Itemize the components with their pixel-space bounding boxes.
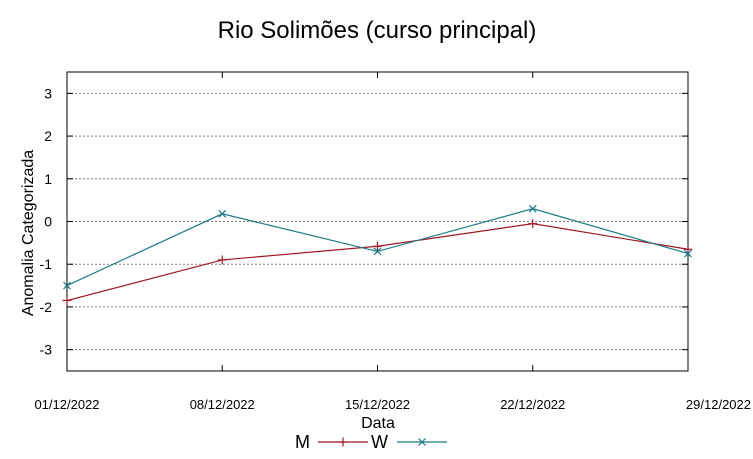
series-line — [66, 223, 689, 302]
cross-marker — [63, 281, 71, 290]
series-w — [63, 204, 692, 290]
y-tick-label: 2 — [44, 128, 52, 144]
series-m — [62, 219, 693, 306]
y-tick-label: -2 — [40, 299, 53, 315]
y-tick-label: -1 — [40, 256, 53, 272]
plus-marker — [683, 244, 693, 254]
x-tick-label: 15/12/2022 — [345, 397, 410, 412]
x-tick-label: 08/12/2022 — [190, 397, 255, 412]
grid-lines — [67, 92, 688, 351]
cross-marker — [684, 249, 692, 258]
cross-marker — [418, 438, 426, 446]
plus-marker — [338, 437, 348, 447]
y-tick-label: 0 — [44, 214, 52, 230]
legend-item: M — [295, 432, 368, 452]
chart-title: Rio Solimões (curso principal) — [218, 17, 537, 44]
x-tick-label: 01/12/2022 — [34, 397, 99, 412]
cross-marker — [218, 209, 227, 218]
cross-marker — [528, 204, 537, 213]
legend-label: M — [295, 432, 310, 452]
x-tick-label: 22/12/2022 — [500, 397, 565, 412]
plus-marker — [528, 219, 538, 229]
x-axis-label: Data — [361, 415, 395, 432]
cross-marker — [373, 247, 382, 256]
y-axis-ticks: 3 2 1 0 -1 -2 -3 — [40, 85, 688, 358]
y-tick-label: -3 — [40, 342, 53, 358]
legend-label: W — [371, 432, 388, 452]
y-tick-label: 1 — [44, 171, 52, 187]
plus-marker — [217, 255, 227, 265]
legend-item: W — [371, 432, 447, 452]
plus-marker — [373, 241, 382, 251]
series-layer — [62, 204, 693, 306]
plus-marker — [62, 296, 72, 306]
x-tick-label: 29/12/2022 — [686, 397, 751, 412]
y-tick-label: 3 — [44, 85, 52, 101]
y-axis-label: Anomalia Categorizada — [20, 150, 37, 316]
x-axis-ticks: 01/12/2022 08/12/2022 15/12/2022 22/12/2022… — [34, 72, 751, 412]
